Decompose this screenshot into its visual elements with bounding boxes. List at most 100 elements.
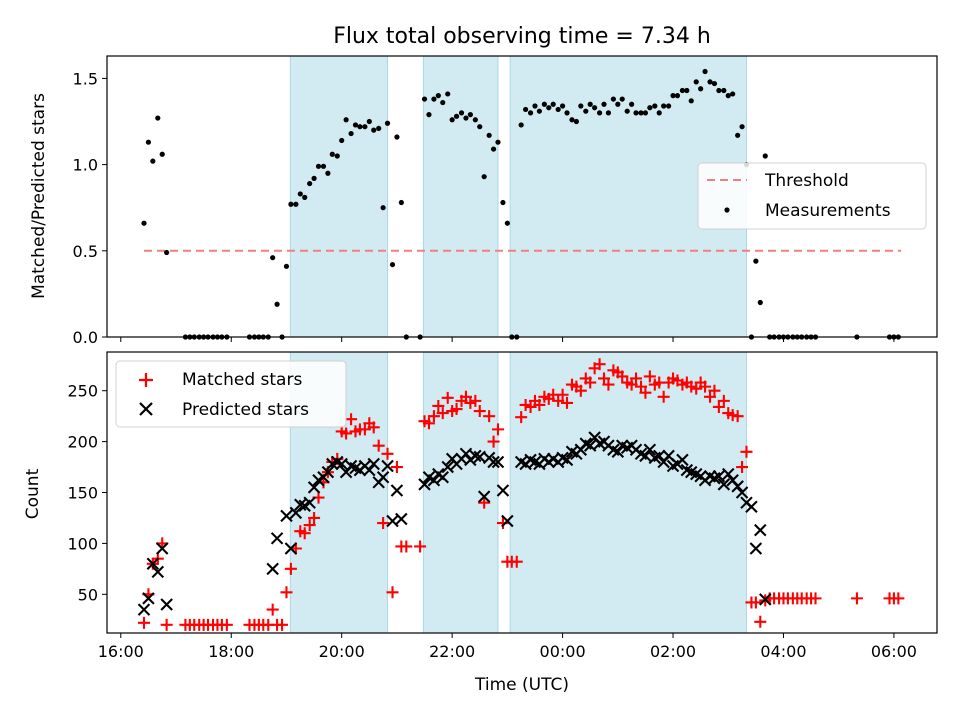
matched-star-point xyxy=(598,372,611,385)
matched-star-point xyxy=(850,592,863,605)
matched-star-point xyxy=(372,439,385,452)
bottom-y-tick-label: 200 xyxy=(67,433,98,452)
x-tick-label: 16:00 xyxy=(98,642,144,661)
matched-star-point xyxy=(137,616,150,629)
matched-star-point xyxy=(436,407,449,420)
measurement-point xyxy=(352,122,359,128)
matched-star-point xyxy=(381,447,394,460)
matched-star-point xyxy=(749,596,762,609)
measurement-point xyxy=(583,108,589,114)
measurement-point xyxy=(348,130,354,137)
measurement-point xyxy=(693,79,699,85)
measurement-point xyxy=(329,151,335,157)
matched-star-point xyxy=(892,592,905,605)
matched-star-point xyxy=(690,382,703,395)
predicted-star-point xyxy=(142,592,155,605)
matched-star-point xyxy=(630,372,643,385)
legend-matched-swatch xyxy=(139,373,153,387)
matched-star-point xyxy=(303,519,316,532)
measurement-point xyxy=(366,118,372,125)
matched-star-point xyxy=(754,615,767,628)
matched-star-point xyxy=(556,388,569,401)
measurement-point xyxy=(431,96,437,102)
bottom-legend: Matched stars Predicted stars xyxy=(115,360,347,428)
predicted-star-point xyxy=(151,565,165,579)
matched-star-point xyxy=(515,411,528,424)
measurement-point xyxy=(486,132,492,138)
measurement-point xyxy=(707,79,713,85)
matched-star-point xyxy=(298,527,311,540)
measurement-point xyxy=(380,205,386,211)
measurement-point xyxy=(647,105,653,111)
matched-star-point xyxy=(584,376,597,389)
measurement-point xyxy=(615,101,621,107)
measurement-point xyxy=(735,132,741,138)
predicted-star-point xyxy=(146,557,160,571)
measurement-point xyxy=(711,80,718,87)
matched-star-point xyxy=(377,517,390,530)
measurement-point xyxy=(477,124,483,130)
measurement-point xyxy=(371,127,377,133)
predicted-star-point xyxy=(754,523,767,537)
predicted-star-point xyxy=(294,498,307,511)
measurement-point xyxy=(362,124,368,130)
matched-star-point xyxy=(524,400,537,413)
measurement-point xyxy=(307,180,313,187)
matched-star-point xyxy=(450,403,463,416)
measurement-point xyxy=(541,101,547,107)
measurement-point xyxy=(481,174,487,180)
measurement-point xyxy=(698,86,704,92)
predicted-star-point xyxy=(643,443,657,456)
legend-threshold-label: Threshold xyxy=(764,171,849,191)
measurement-point xyxy=(518,122,524,128)
top-y-tick-label: 0.5 xyxy=(73,242,98,261)
matched-star-point xyxy=(491,423,504,436)
matched-star-point xyxy=(561,396,574,409)
measurement-point xyxy=(467,112,473,118)
predicted-star-point xyxy=(303,496,316,509)
measurement-point xyxy=(440,99,446,106)
measurement-point xyxy=(145,139,152,145)
measurement-point xyxy=(642,110,649,116)
measurement-point xyxy=(679,87,686,94)
measurement-point xyxy=(629,101,635,107)
measurement-point xyxy=(504,220,510,226)
measurement-point xyxy=(311,175,317,181)
predicted-star-point xyxy=(469,449,482,463)
predicted-star-point xyxy=(427,474,441,487)
measurement-point xyxy=(320,163,327,169)
measurement-point xyxy=(674,93,681,99)
predicted-star-point xyxy=(436,470,449,484)
measurement-point xyxy=(532,103,538,109)
measurement-point xyxy=(274,301,280,307)
predicted-star-point xyxy=(137,603,151,616)
measurement-point xyxy=(270,255,276,261)
measurement-point xyxy=(164,249,170,256)
predicted-star-point xyxy=(395,512,408,526)
matched-star-point xyxy=(345,413,358,426)
bottom-series-0 xyxy=(137,358,905,631)
predicted-star-point xyxy=(280,509,293,523)
matched-star-point xyxy=(574,384,587,397)
matched-star-point xyxy=(809,592,822,605)
measurement-point xyxy=(757,299,763,306)
measurement-point xyxy=(536,108,542,114)
measurement-point xyxy=(555,106,561,113)
predicted-star-point xyxy=(266,562,279,576)
matched-star-point xyxy=(358,423,371,436)
measurement-point xyxy=(546,105,552,111)
matched-star-point xyxy=(459,390,472,403)
measurement-point xyxy=(495,139,501,145)
matched-star-point xyxy=(400,540,413,553)
bottom-y-tick-label: 250 xyxy=(67,382,98,401)
legend-measurements-label: Measurements xyxy=(765,201,891,221)
matched-star-point xyxy=(414,540,427,553)
x-axis-label: Time (UTC) xyxy=(474,675,569,695)
matched-star-point xyxy=(308,511,321,524)
matched-star-point xyxy=(386,586,399,599)
measurement-point xyxy=(426,112,432,118)
bottom-y-tick-label: 100 xyxy=(67,534,98,553)
measurement-point xyxy=(155,115,161,121)
chart-title: Flux total observing time = 7.34 h xyxy=(333,24,711,49)
measurement-point xyxy=(762,153,768,159)
